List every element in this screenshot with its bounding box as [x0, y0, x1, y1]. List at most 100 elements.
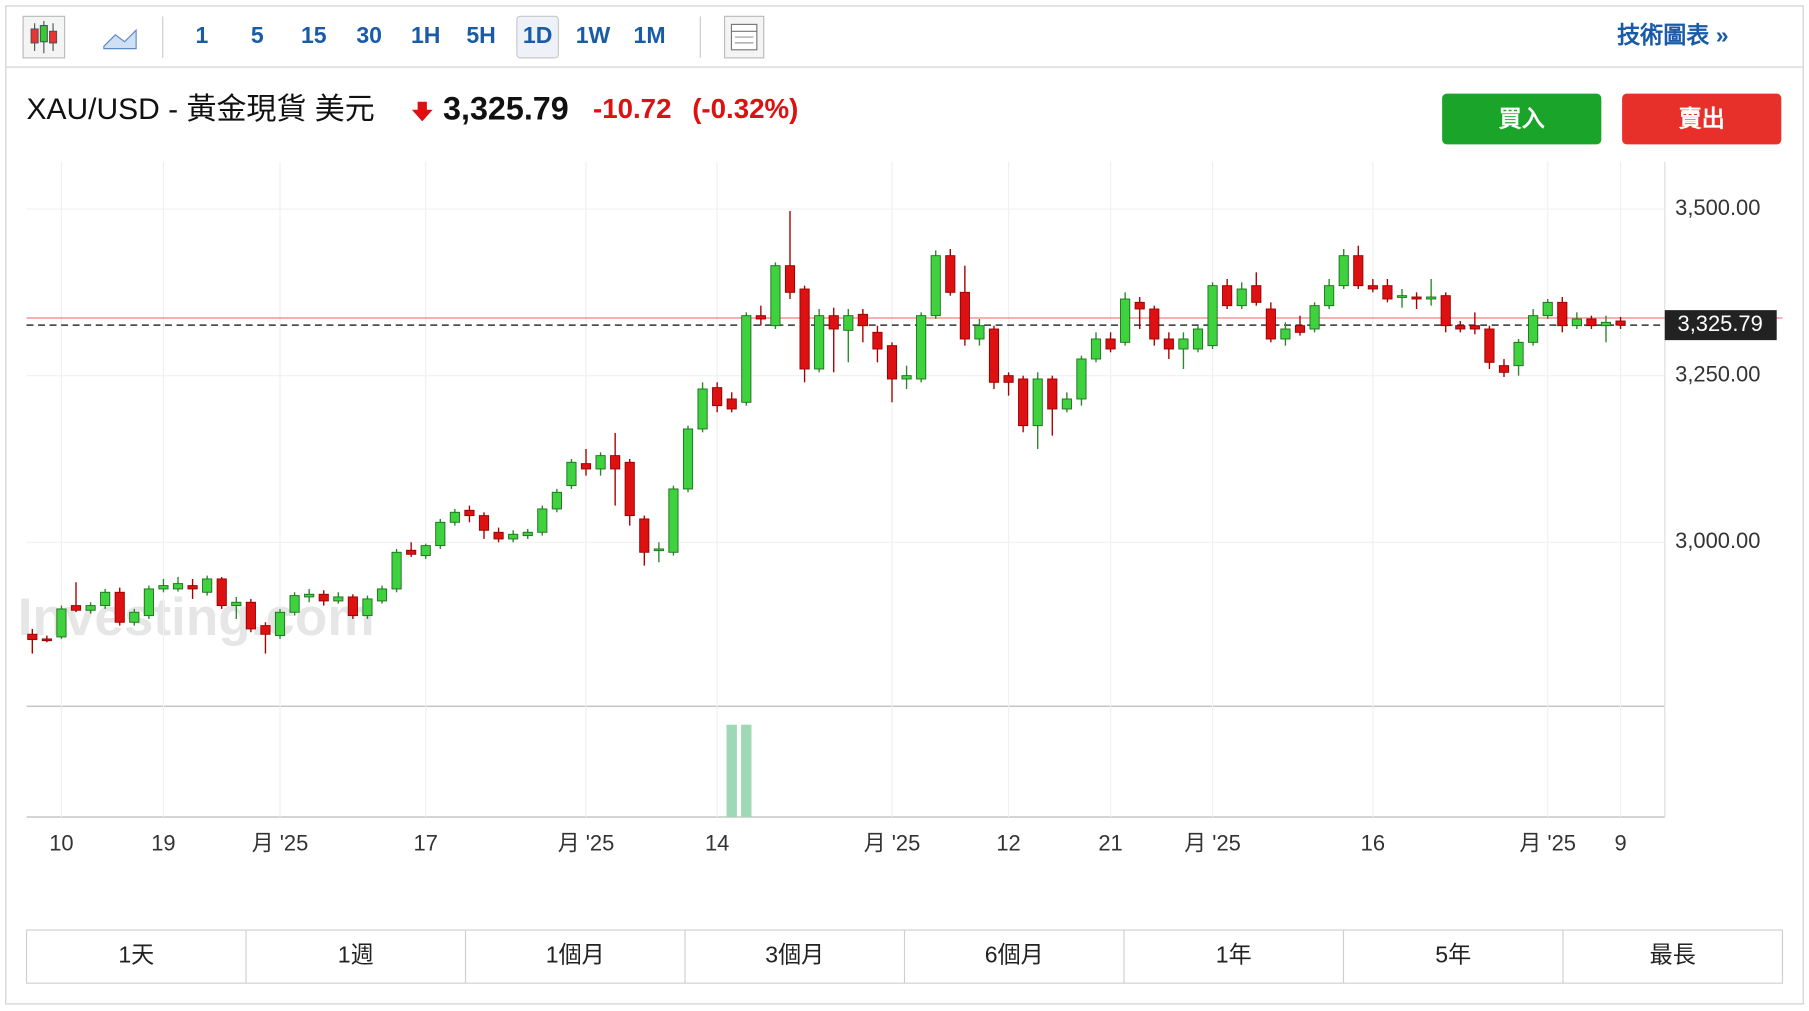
interval[interactable]: 5: [251, 22, 264, 48]
range-button[interactable]: 1週: [338, 942, 374, 968]
candle-body: [1134, 301, 1145, 310]
buy-button[interactable]: [1442, 93, 1602, 145]
x-tick-label: 16: [1361, 830, 1385, 855]
candle-body: [857, 313, 868, 327]
range-button[interactable]: 6個月: [985, 942, 1044, 968]
candle-body: [1528, 315, 1539, 343]
change: -10.72: [593, 93, 671, 124]
candle-body: [1469, 325, 1480, 330]
candle-body: [464, 509, 475, 517]
range-button[interactable]: 1年: [1216, 942, 1252, 968]
down-arrow: [411, 101, 433, 122]
x-tick-label: 月 '25: [864, 830, 921, 855]
candle-body: [639, 518, 650, 553]
candle-body: [916, 315, 927, 380]
candle-body: [100, 591, 111, 607]
candle-body: [1600, 321, 1612, 327]
candle-body: [1032, 378, 1043, 427]
candle-body: [1047, 378, 1058, 410]
y-tick-label: 3,250.00: [1675, 361, 1760, 386]
candle-body: [726, 398, 737, 410]
candle-body: [1615, 320, 1626, 326]
range-button[interactable]: 5年: [1435, 942, 1471, 968]
candle-body: [1440, 295, 1451, 327]
sell-label[interactable]: 賣出: [1679, 105, 1725, 131]
candle-body: [1294, 325, 1306, 333]
candle-body: [1411, 296, 1422, 300]
candle-body: [1513, 341, 1524, 367]
candle-body: [406, 549, 417, 555]
x-tick-label: 9: [1614, 830, 1626, 855]
candle-body: [610, 455, 621, 470]
candle-body: [1178, 338, 1189, 350]
candle-body: [391, 551, 402, 590]
candle-body: [304, 593, 315, 598]
interval[interactable]: 1W: [576, 22, 611, 48]
volume-bar: [726, 724, 737, 817]
candle-body: [1061, 398, 1072, 410]
sell-button[interactable]: [1622, 93, 1782, 145]
interval[interactable]: 1H: [411, 22, 440, 48]
candle-body: [901, 375, 912, 380]
candle-body: [959, 291, 970, 340]
layout-icon[interactable]: [723, 15, 765, 59]
candle-body: [1207, 285, 1218, 347]
last-price-box: [1664, 310, 1777, 341]
candle-body: [697, 388, 708, 430]
candle-body: [129, 611, 140, 623]
candle-body: [1018, 378, 1029, 427]
range-button[interactable]: 1天: [118, 942, 154, 968]
candle-body: [1353, 255, 1364, 287]
candle-body: [493, 531, 504, 540]
candle-body: [653, 548, 664, 552]
candle-body: [143, 588, 154, 617]
candle-body: [318, 593, 329, 602]
candle-body: [566, 461, 577, 487]
candle-body: [595, 455, 606, 470]
range-button[interactable]: 3個月: [765, 942, 824, 968]
candle-body: [755, 315, 766, 320]
candle-body: [828, 315, 839, 330]
candle-body: [1338, 255, 1349, 287]
interval[interactable]: 5H: [466, 22, 495, 48]
frame: [5, 5, 1804, 1005]
interval[interactable]: 1: [195, 22, 208, 48]
candle-body: [56, 608, 67, 638]
x-tick-label: 月 '25: [558, 830, 615, 855]
x-tick-label: 10: [49, 830, 73, 855]
interval[interactable]: 15: [301, 22, 327, 48]
candle-body: [1090, 338, 1102, 360]
range-button[interactable]: 最長: [1650, 942, 1696, 968]
candle-body: [784, 265, 796, 293]
candle-body: [843, 315, 854, 331]
x-tick-label: 14: [705, 830, 729, 855]
change-pct: (-0.32%): [692, 93, 798, 124]
interval[interactable]: 1D: [523, 22, 552, 48]
interval[interactable]: 30: [356, 22, 382, 48]
candle-body: [231, 601, 242, 607]
candle-body: [435, 521, 446, 547]
y-tick-label: 3,500.00: [1675, 195, 1760, 220]
candle-body: [1455, 325, 1466, 330]
watermark: Investing.com: [18, 588, 375, 647]
candle-body: [1557, 301, 1568, 327]
candle-body: [362, 598, 373, 617]
volume-bar: [741, 724, 752, 817]
candle-body: [814, 315, 825, 370]
candle-body: [945, 255, 956, 293]
candle-body: [347, 596, 358, 617]
candle-body: [551, 491, 562, 510]
technical-chart-link[interactable]: 技術圖表 »: [1617, 22, 1728, 48]
candle-body: [1222, 285, 1233, 307]
interval[interactable]: 1M: [634, 22, 666, 48]
line-icon[interactable]: [103, 28, 137, 50]
candle-body: [624, 461, 635, 517]
range-button[interactable]: 1個月: [546, 942, 605, 968]
candle-body: [1105, 338, 1116, 350]
candle-body: [376, 588, 388, 602]
candle-icon[interactable]: [22, 15, 66, 59]
candle-body: [682, 428, 694, 490]
buy-label[interactable]: 買入: [1499, 105, 1545, 131]
candle-body: [333, 596, 344, 602]
